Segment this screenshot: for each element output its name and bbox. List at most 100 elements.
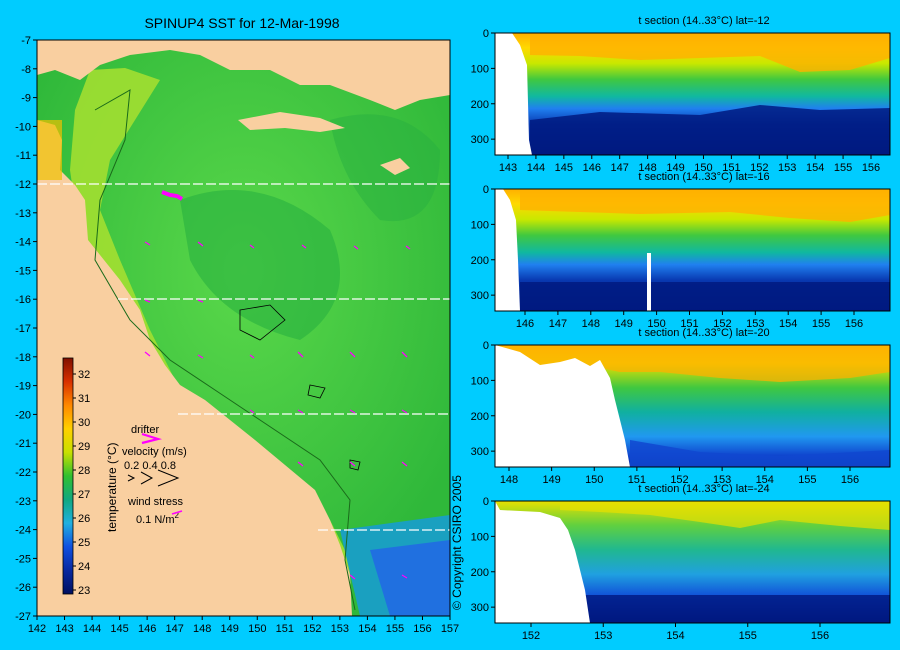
- colorbar-label: temperature (°C): [105, 443, 119, 533]
- map-lat-tick-label: -26: [15, 582, 31, 594]
- depth-tick-label: 200: [471, 567, 489, 579]
- section-4-plot: [494, 500, 891, 624]
- drifter-legend-arrow: [141, 432, 163, 445]
- depth-tick-label: 100: [471, 219, 489, 231]
- depth-tick-label: 300: [471, 446, 489, 458]
- section-lon-tick-label: 151: [628, 474, 646, 486]
- map-lat-tick-label: -7: [21, 35, 31, 47]
- section-4-frame: [494, 500, 891, 624]
- depth-tick-label: 300: [471, 290, 489, 302]
- section-lon-tick-label: 156: [841, 474, 859, 486]
- reef-outline: [307, 384, 326, 399]
- section-2-frame: [494, 188, 891, 312]
- copyright: © Copyright CSIRO 2005: [450, 475, 464, 610]
- map-lat-tick-label: -22: [15, 467, 31, 479]
- velocity-scale-arrows: [127, 469, 180, 487]
- map-lon-tick-label: 143: [55, 623, 73, 635]
- map-lat-tick-label: -16: [15, 294, 31, 306]
- map-lon-tick-label: 142: [28, 623, 46, 635]
- map-lon-tick-label: 151: [276, 623, 294, 635]
- land-australia: [37, 120, 352, 616]
- map-lon-tick-label: 154: [358, 623, 376, 635]
- island: [380, 158, 410, 175]
- map-lon-axis: 142 143 144 145 146 147 148 149 150 151 152 153 154 1…: [28, 616, 459, 635]
- map-lon-tick-label: 147: [165, 623, 183, 635]
- section-4-surface: [560, 501, 890, 530]
- section-1-surface-warm: [530, 33, 890, 72]
- section-lon-tick-label: 153: [713, 474, 731, 486]
- colorbar-tick-label: 31: [78, 393, 90, 405]
- map-lat-tick-label: -10: [15, 121, 31, 133]
- depth-tick-label: 200: [471, 411, 489, 423]
- section-lon-tick-label: 154: [756, 474, 774, 486]
- section-2-title: t section (14..33°C) lat=-16: [638, 171, 769, 183]
- section-2-surface-warm: [520, 189, 890, 222]
- section-4-axes: 0 100 200 300 152 153 154 155 156: [471, 496, 830, 642]
- wind-legend-arrow: [171, 510, 183, 515]
- section-lon-tick-label: 151: [680, 318, 698, 330]
- legend-wind-label: wind stress: [127, 496, 184, 508]
- colorbar-ticks: 32 31 30 29 28 27 26 25 24 23: [73, 369, 90, 597]
- section-1-seabed: [495, 33, 532, 155]
- depth-tick-label: 200: [471, 99, 489, 111]
- velocity-arrows: [144, 241, 411, 580]
- section-lon-tick-label: 156: [862, 162, 880, 174]
- section-lon-tick-label: 155: [798, 474, 816, 486]
- section-4-seabed: [495, 501, 590, 623]
- section-1-plot: [494, 32, 891, 156]
- section-1-axes: 0 100 200 300 143 144 145 146 147 148 149 150 151 152…: [471, 28, 881, 174]
- colorbar-tick-label: 30: [78, 417, 90, 429]
- section-2-seabed: [495, 189, 520, 311]
- section-3-axes: 0 100 200 300 148 149 150 151 152 153 154 155 156: [471, 340, 860, 486]
- section-3-frame: [494, 344, 891, 468]
- legend-wind-value: 0.1 N/m2: [136, 511, 180, 526]
- map-lon-tick-label: 155: [386, 623, 404, 635]
- section-1-title: t section (14..33°C) lat=-12: [638, 15, 769, 27]
- map-lat-tick-label: -19: [15, 381, 31, 393]
- map-lat-axis: -7 -8 -9 -10 -11 -12 -13 -14 -15 -16 -17 -18 -19 -20 -…: [15, 35, 37, 623]
- section-lon-tick-label: 145: [555, 162, 573, 174]
- depth-tick-label: 100: [471, 531, 489, 543]
- section-lon-tick-label: 143: [499, 162, 517, 174]
- reef-outline: [239, 304, 286, 341]
- colorbar-tick-label: 26: [78, 513, 90, 525]
- map-lat-tick-label: -23: [15, 496, 31, 508]
- depth-tick-label: 0: [483, 184, 489, 196]
- section-lon-tick-label: 154: [806, 162, 824, 174]
- section-2-deep-water: [520, 282, 890, 311]
- map-lat-tick-label: -12: [15, 179, 31, 191]
- colorbar-tick-label: 25: [78, 537, 90, 549]
- section-lon-tick-label: 155: [834, 162, 852, 174]
- map-lon-tick-label: 149: [221, 623, 239, 635]
- depth-tick-label: 0: [483, 28, 489, 40]
- section-lon-tick-label: 148: [582, 318, 600, 330]
- section-lon-tick-label: 154: [666, 630, 684, 642]
- depth-tick-label: 0: [483, 340, 489, 352]
- map-lat-tick-label: -11: [16, 150, 31, 162]
- section-lon-tick-label: 147: [549, 318, 567, 330]
- map-lon-tick-label: 157: [441, 623, 459, 635]
- section-1-frame: [494, 32, 891, 156]
- map-lat-tick-label: -13: [15, 208, 31, 220]
- legend-drifter-label: drifter: [131, 424, 159, 436]
- reef-outline: [349, 459, 361, 471]
- section-lon-tick-label: 152: [713, 318, 731, 330]
- map-lon-tick-label: 145: [110, 623, 128, 635]
- depth-tick-label: 100: [471, 63, 489, 75]
- section-3-surface-warm: [495, 345, 890, 382]
- cool-water-core: [370, 540, 450, 616]
- map-lon-tick-label: 146: [138, 623, 156, 635]
- map-lat-tick-label: -14: [15, 237, 31, 249]
- map-lon-tick-label: 144: [83, 623, 101, 635]
- section-lon-tick-label: 153: [778, 162, 796, 174]
- section-lon-tick-label: 150: [694, 162, 712, 174]
- depth-tick-label: 0: [483, 496, 489, 508]
- section-lon-tick-label: 144: [527, 162, 545, 174]
- section-lon-tick-label: 147: [611, 162, 629, 174]
- section-2-plot: [494, 188, 891, 312]
- sst-map: [36, 39, 451, 617]
- section-4-deep-water: [585, 595, 890, 623]
- section-3-seabed: [495, 345, 630, 467]
- map-lon-tick-label: 148: [193, 623, 211, 635]
- colorbar-tick-label: 23: [78, 585, 90, 597]
